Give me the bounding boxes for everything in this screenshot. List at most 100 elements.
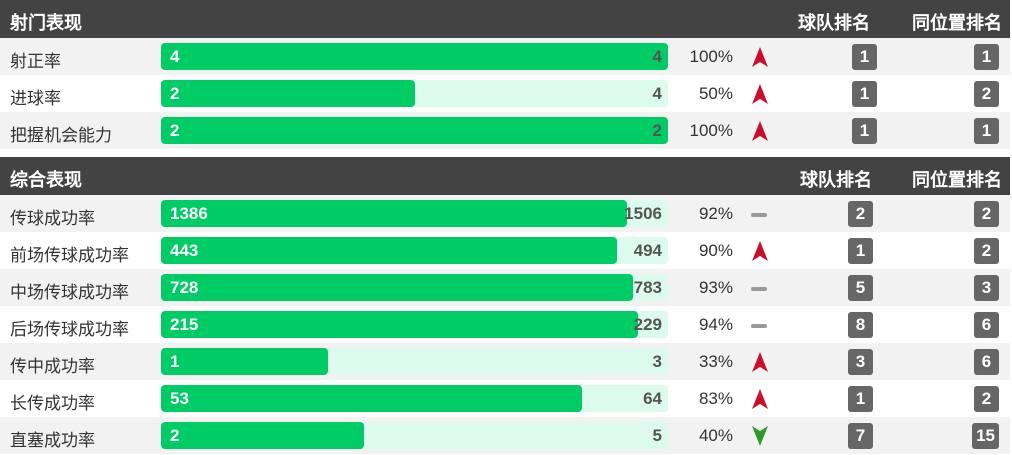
progress-bar: 1386 1506 bbox=[161, 200, 668, 227]
stat-label: 中场传球成功率 bbox=[10, 283, 129, 302]
percentage: 92% bbox=[698, 204, 733, 223]
stat-row: 传中成功率 1 3 33% 3 6 bbox=[0, 343, 1010, 380]
progress-fill bbox=[161, 200, 628, 227]
team-rank-header: 球队排名 bbox=[800, 170, 872, 190]
trend-up-icon bbox=[750, 46, 770, 68]
percentage: 100% bbox=[689, 47, 733, 66]
success-count: 2 bbox=[170, 84, 180, 103]
total-count: 783 bbox=[633, 278, 662, 297]
total-count: 5 bbox=[652, 426, 662, 445]
progress-bar: 53 64 bbox=[161, 385, 668, 412]
success-count: 1 bbox=[170, 352, 180, 371]
position-rank-header: 同位置排名 bbox=[912, 170, 1002, 190]
trend-up-icon bbox=[750, 240, 770, 262]
team-rank-badge: 1 bbox=[852, 118, 877, 144]
position-rank-badge: 1 bbox=[974, 118, 999, 144]
team-rank-header: 球队排名 bbox=[798, 13, 870, 33]
stat-label: 进球率 bbox=[10, 89, 61, 108]
total-count: 2 bbox=[652, 121, 662, 140]
progress-fill bbox=[161, 117, 668, 144]
success-count: 215 bbox=[170, 315, 199, 334]
team-rank-badge: 1 bbox=[848, 238, 873, 264]
team-rank-badge: 5 bbox=[848, 275, 873, 301]
progress-fill bbox=[161, 422, 364, 449]
section-header: 综合表现 球队排名 同位置排名 bbox=[0, 157, 1010, 195]
stat-row: 中场传球成功率 728 783 93% 5 3 bbox=[0, 269, 1010, 306]
trend-down-icon bbox=[750, 425, 770, 447]
section-title: 射门表现 bbox=[10, 13, 82, 33]
team-rank-badge: 1 bbox=[852, 44, 877, 70]
position-rank-badge: 3 bbox=[974, 275, 999, 301]
team-rank-badge: 7 bbox=[848, 423, 873, 449]
stat-row: 前场传球成功率 443 494 90% 1 2 bbox=[0, 232, 1010, 269]
percentage: 100% bbox=[689, 121, 733, 140]
trend-up-icon bbox=[750, 120, 770, 142]
success-count: 53 bbox=[170, 389, 189, 408]
section-header: 射门表现 球队排名 同位置排名 bbox=[0, 0, 1010, 38]
success-count: 728 bbox=[170, 278, 199, 297]
position-rank-badge: 15 bbox=[972, 423, 999, 449]
stat-row: 后场传球成功率 215 229 94% 8 6 bbox=[0, 306, 1010, 343]
trend-up-icon bbox=[750, 351, 770, 373]
stat-label: 把握机会能力 bbox=[10, 126, 112, 145]
total-count: 3 bbox=[652, 352, 662, 371]
stat-label: 射正率 bbox=[10, 52, 61, 71]
stats-rows: 射正率 4 4 100% 1 1 进球率 2 4 50% 1 2 把握机会能力 2 2 100% 1 1 bbox=[0, 38, 1010, 149]
stat-row: 射正率 4 4 100% 1 1 bbox=[0, 38, 1010, 75]
team-rank-badge: 1 bbox=[848, 386, 873, 412]
trend-up-icon bbox=[750, 388, 770, 410]
total-count: 64 bbox=[643, 389, 662, 408]
percentage: 33% bbox=[698, 352, 733, 371]
section-title: 综合表现 bbox=[10, 170, 82, 190]
stat-row: 进球率 2 4 50% 1 2 bbox=[0, 75, 1010, 112]
total-count: 229 bbox=[633, 315, 662, 334]
trend-up-icon bbox=[750, 83, 770, 105]
position-rank-badge: 2 bbox=[974, 81, 999, 107]
team-rank-badge: 8 bbox=[848, 312, 873, 338]
progress-fill bbox=[161, 80, 415, 107]
percentage: 94% bbox=[698, 315, 733, 334]
progress-bar: 443 494 bbox=[161, 237, 668, 264]
team-rank-badge: 2 bbox=[848, 201, 873, 227]
trend-flat-icon bbox=[750, 314, 770, 336]
total-count: 1506 bbox=[624, 204, 662, 223]
total-count: 4 bbox=[652, 84, 662, 103]
position-rank-badge: 6 bbox=[974, 312, 999, 338]
stat-label: 长传成功率 bbox=[10, 394, 95, 413]
position-rank-badge: 2 bbox=[974, 201, 999, 227]
stat-row: 把握机会能力 2 2 100% 1 1 bbox=[0, 112, 1010, 149]
progress-fill bbox=[161, 385, 582, 412]
shooting-section: 射门表现 球队排名 同位置排名 射正率 4 4 100% 1 1 进球率 2 4 50% 1 2 把握机… bbox=[0, 0, 1010, 149]
team-rank-badge: 1 bbox=[852, 81, 877, 107]
success-count: 443 bbox=[170, 241, 199, 260]
stat-label: 前场传球成功率 bbox=[10, 246, 129, 265]
overall-section: 综合表现 球队排名 同位置排名 传球成功率 1386 1506 92% 2 2 前场传球成功… bbox=[0, 157, 1010, 454]
progress-fill bbox=[161, 348, 329, 375]
progress-fill bbox=[161, 274, 633, 301]
total-count: 4 bbox=[652, 47, 662, 66]
trend-flat-icon bbox=[750, 203, 770, 225]
total-count: 494 bbox=[633, 241, 662, 260]
position-rank-header: 同位置排名 bbox=[912, 13, 1002, 33]
stat-label: 传中成功率 bbox=[10, 357, 95, 376]
progress-fill bbox=[161, 237, 618, 264]
team-rank-badge: 3 bbox=[848, 349, 873, 375]
progress-fill bbox=[161, 311, 638, 338]
progress-bar: 215 229 bbox=[161, 311, 668, 338]
stats-rows: 传球成功率 1386 1506 92% 2 2 前场传球成功率 443 494 90% 1 2 中场传球… bbox=[0, 195, 1010, 454]
stat-label: 直塞成功率 bbox=[10, 431, 95, 450]
success-count: 2 bbox=[170, 121, 180, 140]
position-rank-badge: 2 bbox=[974, 386, 999, 412]
progress-bar: 728 783 bbox=[161, 274, 668, 301]
position-rank-badge: 1 bbox=[974, 44, 999, 70]
stat-row: 传球成功率 1386 1506 92% 2 2 bbox=[0, 195, 1010, 232]
percentage: 40% bbox=[698, 426, 733, 445]
trend-flat-icon bbox=[750, 277, 770, 299]
percentage: 90% bbox=[698, 241, 733, 260]
success-count: 1386 bbox=[170, 204, 208, 223]
stat-label: 后场传球成功率 bbox=[10, 320, 129, 339]
